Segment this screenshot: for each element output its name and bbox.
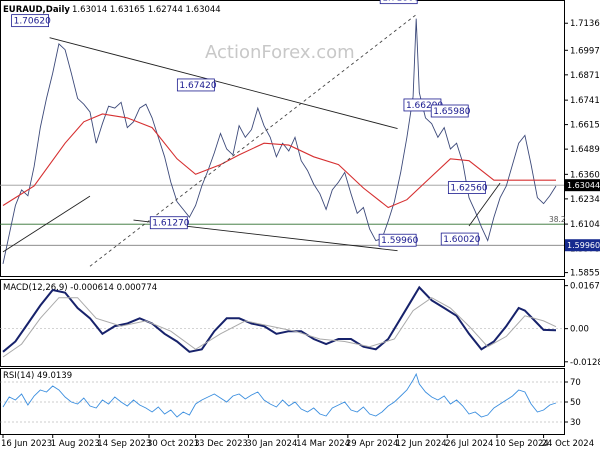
x-axis-tick-label: 10 Sep 2024: [495, 439, 549, 449]
annotation-1.61270: 1.61270: [149, 216, 190, 230]
macd-pane-frame: [0, 279, 565, 367]
annotation-1.67420: 1.67420: [176, 78, 217, 92]
rsi-pane: RSI(14) 49.0139 70 50 30: [0, 368, 581, 435]
annotation-1.60020: 1.60020: [440, 232, 481, 246]
annotation-box: [149, 216, 188, 230]
level-price-label: 1.59960: [567, 241, 600, 250]
price-axis-tick-label: 1.64895: [570, 145, 600, 155]
annotation-box: [447, 181, 486, 194]
annotations-group: 1.70620 1.67420 1.61270 1.71800 1.662901.659…: [11, 0, 488, 247]
annotation-box: [440, 232, 479, 246]
annotation-label: 1.65980: [433, 107, 470, 117]
trend-line-upper-channel: [49, 37, 398, 130]
x-axis-tick-label: 12 Jun 2024: [396, 439, 447, 449]
price-axis-tick-label: 1.63600: [570, 170, 600, 180]
annotation-1.59960: 1.59960: [378, 233, 419, 247]
macd-title: MACD(12,26,9) -0.000614 0.000774: [3, 283, 157, 293]
trend-line-rising-support: [2, 195, 91, 253]
rsi-line: [2, 372, 557, 418]
rsi-pane-frame: [0, 368, 565, 435]
annotation-1.70620: 1.70620: [11, 14, 51, 28]
annotation-box: [378, 233, 417, 247]
annotation-box: [379, 0, 418, 5]
fib-label: 38.2: [549, 215, 566, 224]
x-axis-tick-label: 14 Mar 2024: [296, 439, 350, 449]
annotation-label: 1.71800: [382, 0, 419, 4]
price-axis-tick-label: 1.66155: [570, 121, 600, 131]
trend-lines-group: [2, 14, 501, 267]
rsi-series-group: [0, 372, 564, 423]
x-axis-tick-label: 13 Dec 2023: [194, 439, 248, 449]
annotation-label: 1.61270: [152, 219, 189, 229]
rsi-y-axis: 70 50 30: [564, 378, 581, 428]
annotation-1.65980: 1.65980: [430, 104, 471, 118]
macd-series-group: [0, 285, 564, 358]
macd-axis-tick-label: -0.012869: [570, 358, 600, 368]
annotation-box: [430, 104, 469, 118]
annotation-label: 1.67420: [179, 81, 216, 91]
watermark: ActionForex.com: [205, 42, 355, 63]
macd-line: [2, 285, 557, 353]
current-price-label: 1.63044: [567, 181, 600, 190]
price-gridlines: 38.2: [0, 184, 566, 246]
x-axis-tick-label: 24 Oct 2024: [542, 439, 595, 449]
current-price-tag: [565, 179, 600, 192]
price-line: [2, 18, 557, 264]
price-pane: EURAUD,Daily 1.63014 1.63165 1.62744 1.6…: [0, 0, 600, 279]
rsi-axis-tick-label: 70: [570, 378, 581, 388]
x-axis-tick-label: 30 Oct 2023: [147, 439, 200, 449]
rsi-title: RSI(14) 49.0139: [3, 371, 72, 381]
x-axis-tick-label: 30 Jan 2024: [246, 439, 297, 449]
price-series-group: [2, 18, 557, 264]
annotation-box: [11, 14, 50, 28]
price-axis-tick-label: 1.61045: [570, 220, 600, 230]
price-y-axis: 1.71360 1.69970 1.68710 1.67410 1.66155 1.648…: [564, 19, 600, 279]
annotation-label: 1.66290: [406, 101, 443, 111]
price-axis-tick-label: 1.69970: [570, 46, 600, 56]
macd-pane: MACD(12,26,9) -0.000614 0.000774 0.0167 0…: [0, 279, 600, 368]
annotation-1.71800: 1.71800: [379, 0, 420, 5]
macd-y-axis: 0.016704 0.00 -0.012869: [564, 282, 600, 368]
moving-average-line: [2, 113, 556, 209]
level-price-tag: [565, 239, 600, 252]
trend-line-long-term-rising: [89, 14, 417, 267]
price-axis-tick-label: 1.71360: [570, 19, 600, 29]
annotation-label: 1.59960: [381, 236, 418, 246]
x-axis-tick-label: 16 Jun 2023: [1, 439, 52, 449]
ohlc-label: 1.63014 1.63165 1.62744 1.63044: [72, 5, 221, 15]
x-axis-tick-label: 14 Sep 2023: [97, 439, 151, 449]
macd-axis-tick-label: 0.016704: [570, 282, 600, 292]
price-axis-tick-label: 1.67410: [570, 96, 600, 106]
price-axis-tick-label: 1.68710: [570, 71, 600, 81]
rsi-axis-tick-label: 30: [570, 418, 581, 428]
annotation-1.62560: 1.62560: [447, 181, 488, 194]
symbol-label: EURAUD,Daily: [3, 5, 70, 15]
rsi-axis-tick-label: 50: [570, 398, 581, 408]
x-axis-tick-label: 26 Jul 2024: [445, 439, 493, 449]
price-pane-frame: [0, 0, 565, 277]
macd-signal-line: [2, 297, 557, 358]
annotation-label: 1.62560: [450, 184, 487, 194]
x-axis-tick-label: 29 Apr 2024: [346, 439, 399, 449]
annotation-label: 1.60020: [443, 235, 480, 245]
x-axis-tick-label: 1 Aug 2023: [51, 439, 100, 449]
annotation-label: 1.70620: [14, 17, 51, 27]
macd-axis-tick-label: 0.00: [570, 325, 589, 335]
trend-line-recent-support: [468, 182, 501, 227]
annotation-box: [176, 78, 215, 92]
price-axis-tick-label: 1.58555: [570, 269, 600, 279]
price-axis-tick-label: 1.62340: [570, 195, 600, 205]
